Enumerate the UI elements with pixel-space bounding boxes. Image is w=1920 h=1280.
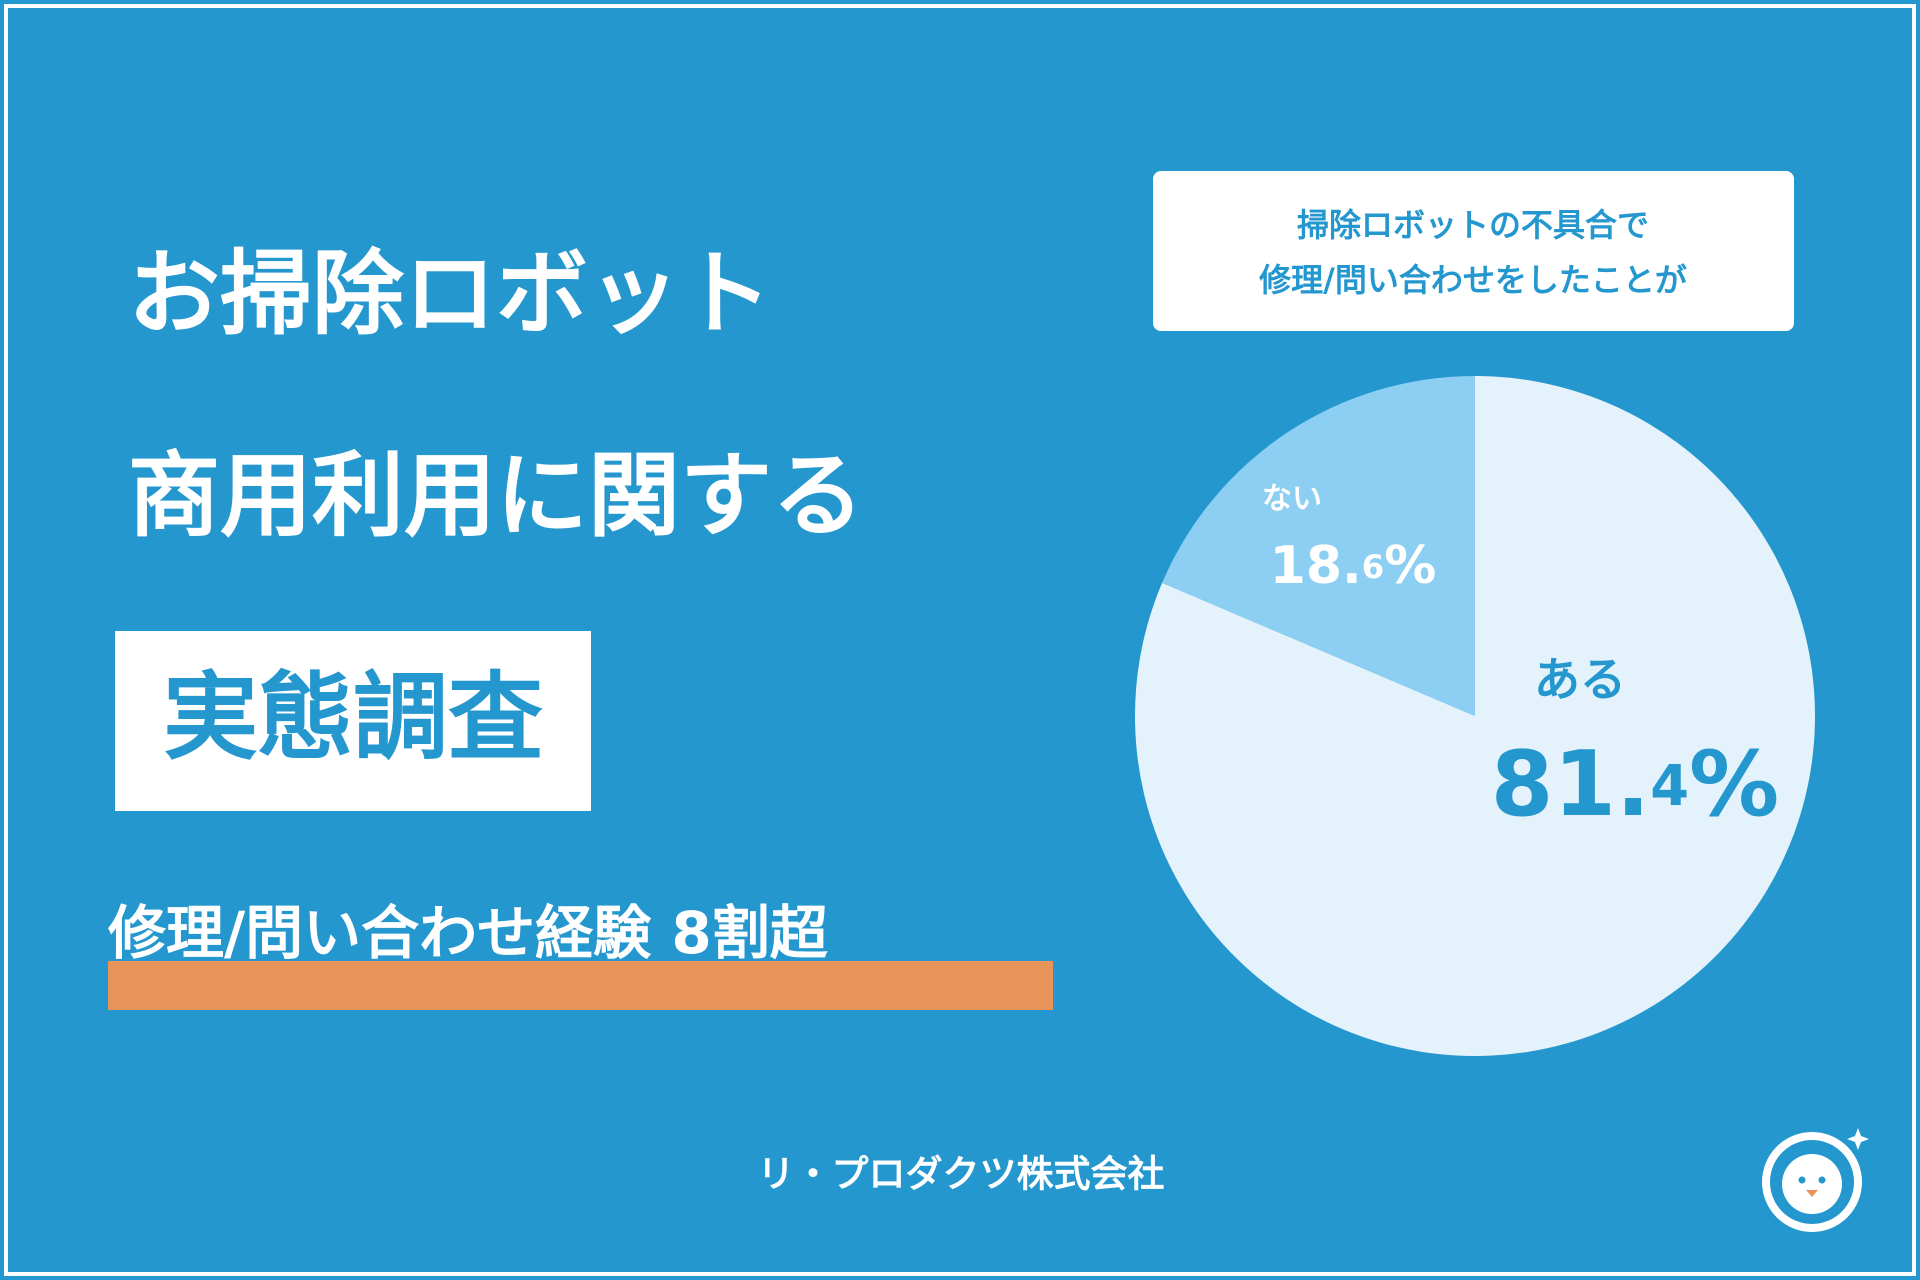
slice-value-label: 81.4% [1491,732,1779,837]
slice-value-label: 18.6% [1270,536,1437,596]
pie-slice [1135,376,1815,1057]
subtitle: 修理/問い合わせ経験 8割超 [108,899,829,967]
pie-slice [1162,376,1475,716]
badge-box [115,631,591,811]
pie: ある 81.4% ない 18.6% [1135,376,1815,1057]
headline-line: お掃除ロボット [128,240,772,347]
footer: リ・プロダクツ株式会社 [758,1153,1165,1196]
slice-name: ない [1262,482,1322,517]
headline-line: 商用利用に関する [128,442,864,549]
logo [1762,1128,1869,1232]
chart-title: 修理/問い合わせをしたことが [1258,261,1687,299]
badge-text: 実態調査 [163,663,543,773]
subtitle-underline [108,961,1053,1010]
chart-title-box [1153,171,1794,331]
frame [4,4,1916,1276]
slice-name: ある [1534,653,1626,707]
chart-title: 掃除ロボットの不具合で [1297,206,1649,244]
